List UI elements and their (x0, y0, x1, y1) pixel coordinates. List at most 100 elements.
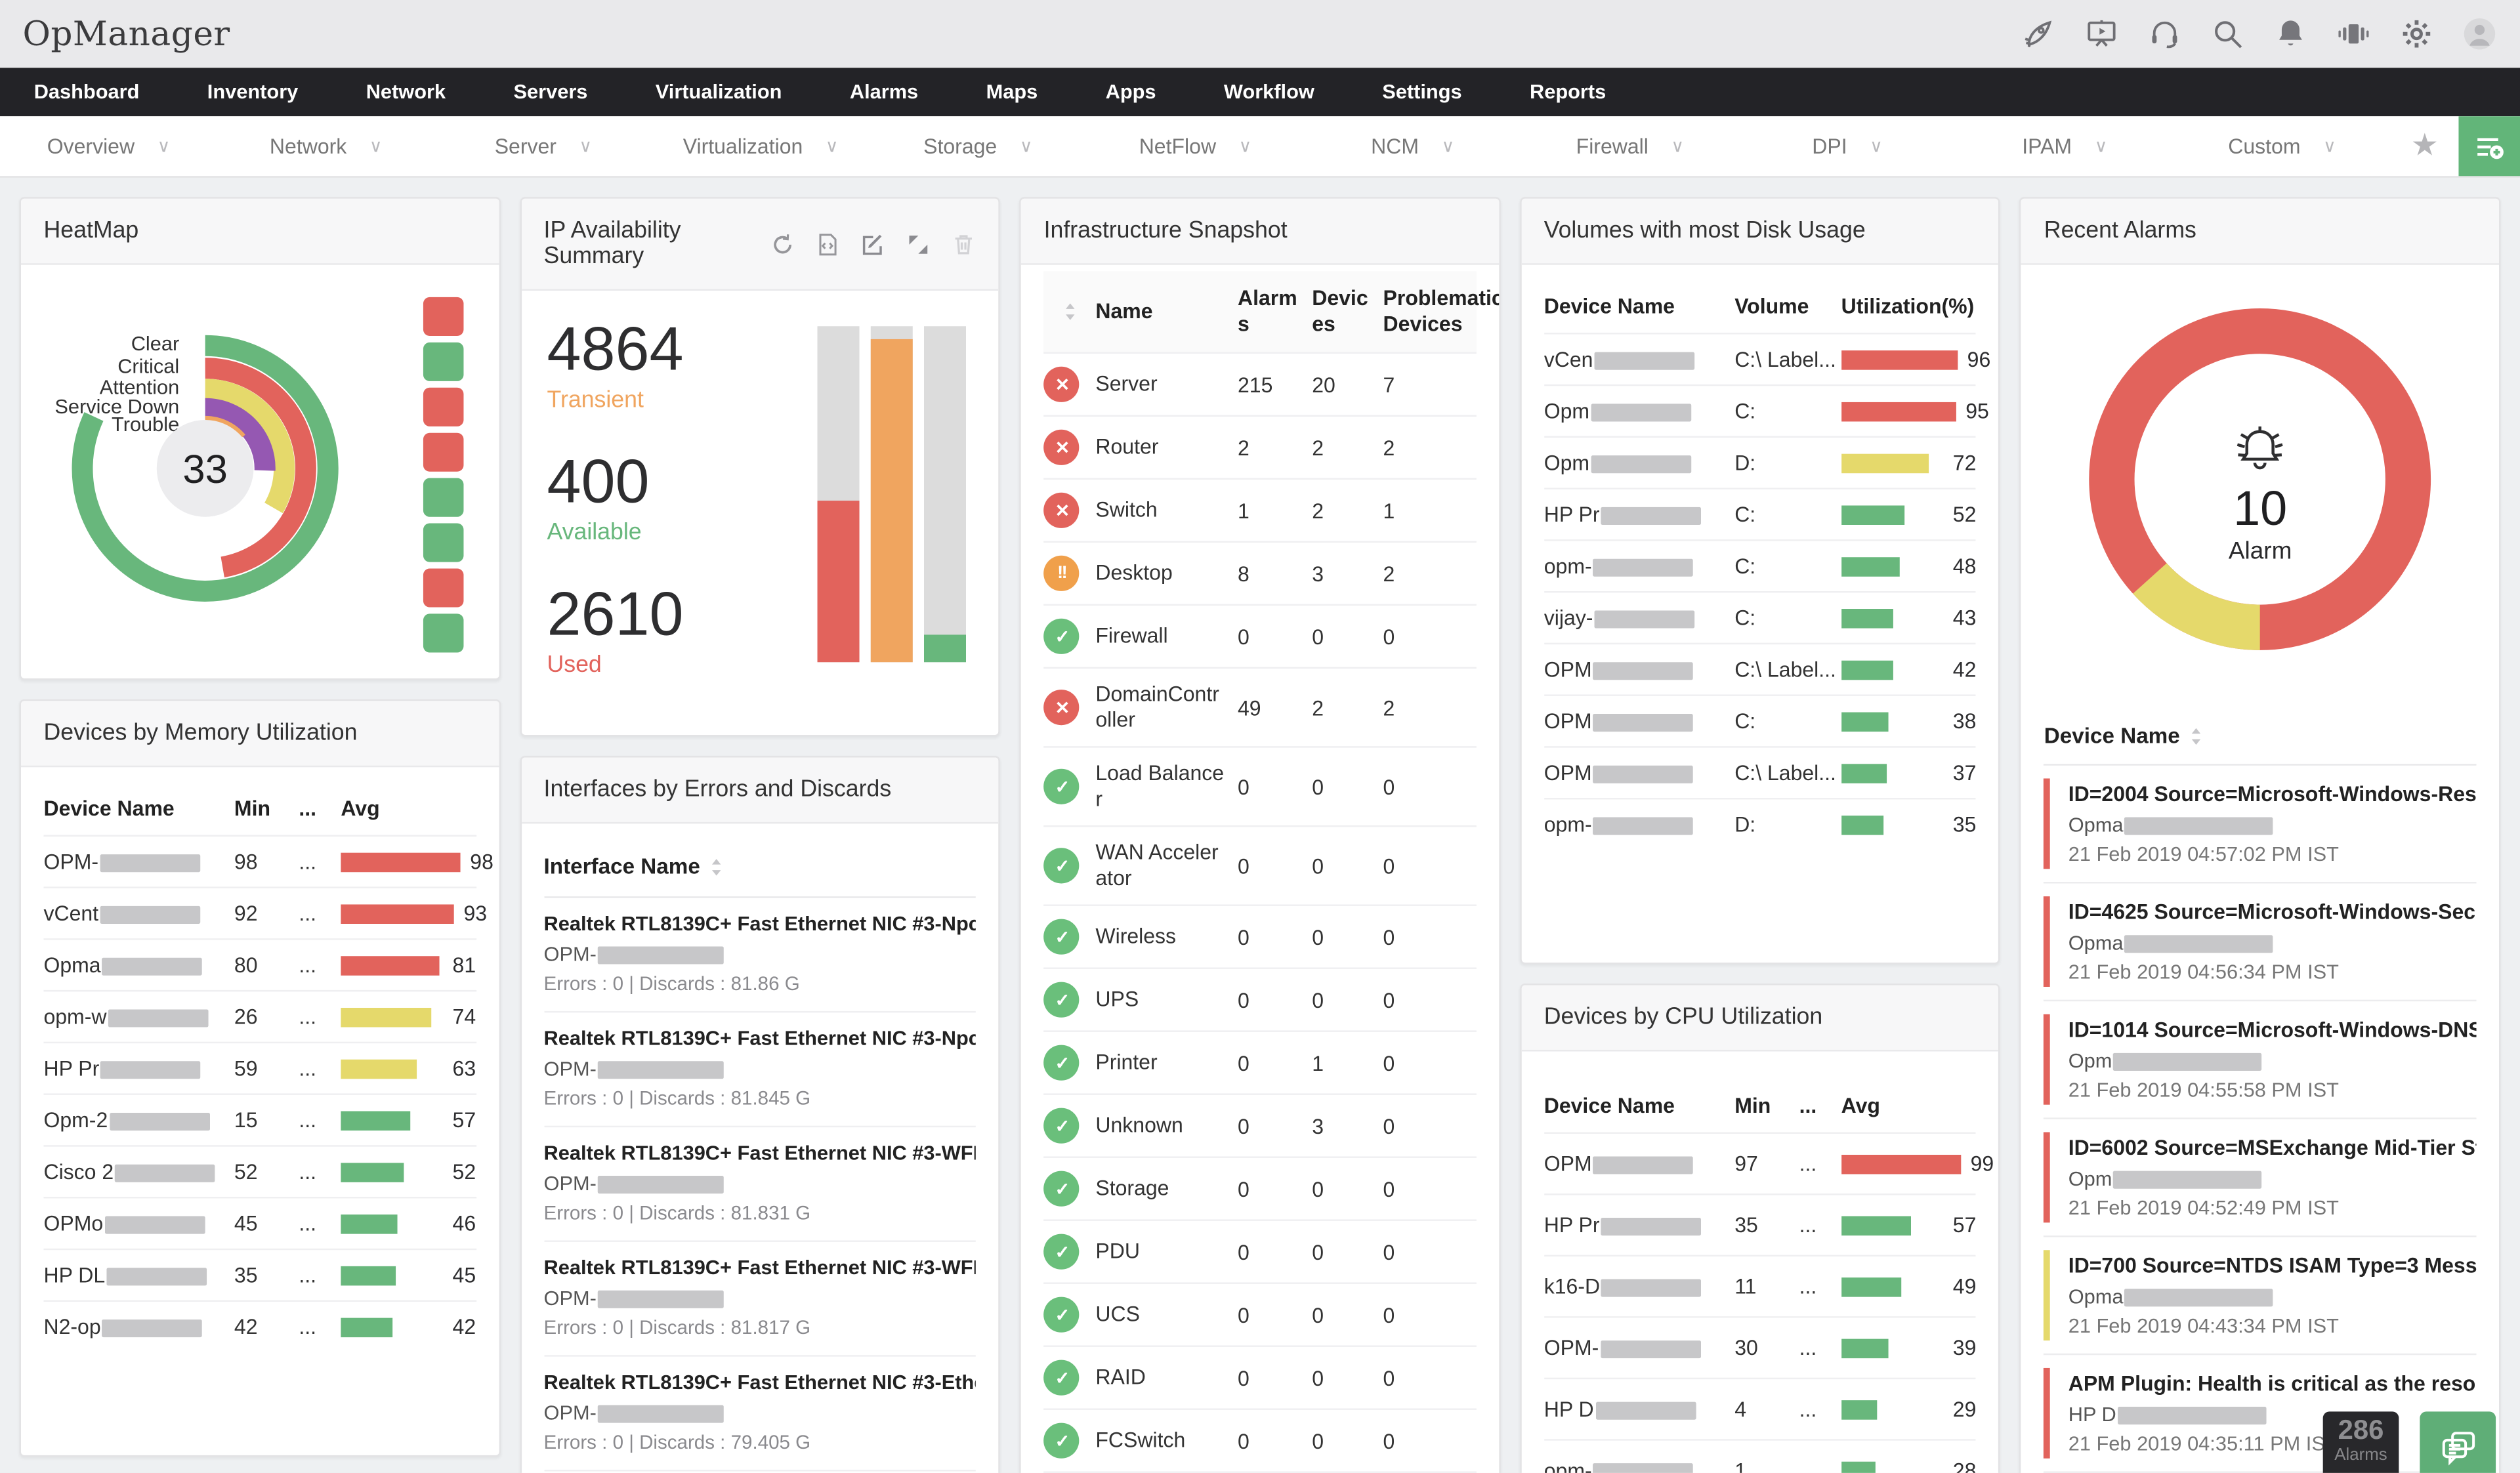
table-row[interactable]: ✓ Printer 0 1 0 (1043, 1030, 1477, 1093)
subnav-tab[interactable]: Custom ∨ (2174, 116, 2391, 176)
subnav-tab[interactable]: NetFlow ∨ (1087, 116, 1304, 176)
table-row[interactable]: ✓ FCSwitch 0 0 0 (1043, 1408, 1477, 1471)
table-row[interactable]: OPM C:\ Label... 37 (1544, 746, 1977, 798)
table-row[interactable]: k16-D 11 ... 49 (1544, 1255, 1977, 1317)
alarm-list-item[interactable]: ID=700 Source=NTDS ISAM Type=3 Message=N… (2044, 1237, 2477, 1356)
table-row[interactable]: OPM- 98 ... 98 (43, 835, 494, 887)
avatar[interactable] (2462, 16, 2497, 52)
table-row[interactable]: OPM C: 38 (1544, 694, 1977, 746)
subnav-tab[interactable]: Overview ∨ (0, 116, 217, 176)
alarm-list-item[interactable]: ID=6002 Source=MSExchange Mid-Tier Stora… (2044, 1119, 2477, 1237)
add-dashboard-button[interactable] (2458, 116, 2520, 176)
table-row[interactable]: OPM 97 ... 99 (1544, 1132, 1994, 1194)
table-row[interactable]: OPM- 30 ... 39 (1544, 1316, 1977, 1378)
table-row[interactable]: vCen C:\ Label... 96 (1544, 333, 1990, 384)
table-row[interactable]: OPM C:\ Label... 42 (1544, 642, 1977, 695)
nav-tab[interactable]: Dashboard (33, 81, 140, 104)
table-row[interactable]: opm-w 26 ... 74 (43, 989, 476, 1042)
subnav-tab[interactable]: Firewall ∨ (1521, 116, 1738, 176)
heatmap-cell[interactable] (422, 387, 463, 426)
heatmap-cell[interactable] (422, 297, 463, 336)
alarm-list-item[interactable]: ID=2004 Source=Microsoft-Windows-Resourc… (2044, 766, 2477, 884)
table-row[interactable]: ✓ WAN Accelerator 0 0 0 (1043, 825, 1477, 905)
heatmap-cell[interactable] (422, 478, 463, 517)
favorite-star-icon[interactable]: ★ (2410, 129, 2439, 163)
table-row[interactable]: ✓ Firewall 0 0 0 (1043, 604, 1477, 667)
interface-row[interactable]: Realtek RTL8139C+ Fast Ethernet NIC #3-W… (543, 1127, 976, 1242)
alarm-list-item[interactable]: APM Plugin: Health is critical as the re… (2044, 1355, 2477, 1473)
table-row[interactable]: ✓ UCS 0 0 0 (1043, 1282, 1477, 1345)
table-row[interactable]: ✓ Wireless 0 0 0 (1043, 904, 1477, 967)
heatmap-cell[interactable] (422, 568, 463, 608)
nav-tab[interactable]: Inventory (207, 81, 299, 104)
search-icon[interactable] (2210, 16, 2245, 52)
nav-tab[interactable]: Reports (1529, 81, 1606, 104)
carousel-icon[interactable] (2336, 16, 2371, 52)
table-row[interactable]: HP Pr 35 ... 57 (1544, 1193, 1977, 1255)
subnav-tab[interactable]: Storage ∨ (870, 116, 1087, 176)
table-row[interactable]: OPMo 45 ... 46 (43, 1196, 476, 1249)
interface-row[interactable]: Realtek RTL8139C+ Fast Ethernet NIC #3-N… (543, 898, 976, 1013)
bell-icon[interactable] (2273, 16, 2308, 52)
table-row[interactable]: Opm D: 72 (1544, 436, 1977, 488)
interface-row[interactable]: Realtek RTL8139C+ Fast Ethernet NIC #3-W… (543, 1242, 976, 1357)
table-row[interactable]: vCent 92 ... 93 (43, 886, 487, 938)
heatmap-cell[interactable] (422, 342, 463, 381)
nav-tab[interactable]: Apps (1105, 81, 1156, 104)
table-row[interactable]: ✓ Storage 0 0 0 (1043, 1156, 1477, 1219)
table-row[interactable]: HP D 4 ... 29 (1544, 1377, 1977, 1440)
nav-tab[interactable]: Network (366, 81, 446, 104)
heatmap-cell[interactable] (422, 523, 463, 562)
rocket-icon[interactable] (2021, 16, 2056, 52)
table-row[interactable]: N2-op 42 ... 42 (43, 1300, 476, 1352)
table-row[interactable]: HP Pr 59 ... 63 (43, 1041, 476, 1094)
table-row[interactable]: ✓ Unknown 0 3 0 (1043, 1093, 1477, 1156)
table-row[interactable]: ✕ Server 215 20 7 (1043, 352, 1477, 415)
nav-tab[interactable]: Maps (986, 81, 1038, 104)
presentation-icon[interactable] (2084, 16, 2119, 52)
subnav-tab[interactable]: Virtualization ∨ (652, 116, 870, 176)
table-row[interactable]: opm- 1 ... 28 (1544, 1439, 1977, 1473)
alarm-list-item[interactable]: ID=1014 Source=Microsoft-Windows-DNS-Cli… (2044, 1001, 2477, 1119)
table-row[interactable]: opm- C: 48 (1544, 539, 1977, 591)
subnav-tab[interactable]: DPI ∨ (1739, 116, 1956, 176)
gear-icon[interactable] (2399, 16, 2434, 52)
column-header-interface-name[interactable]: Interface Name (543, 837, 976, 898)
subnav-tab[interactable]: Network ∨ (217, 116, 434, 176)
table-row[interactable]: opm- D: 35 (1544, 797, 1977, 850)
nav-tab[interactable]: Alarms (849, 81, 919, 104)
table-row[interactable]: ✓ UPS 0 0 0 (1043, 967, 1477, 1030)
interface-row[interactable]: Realtek RTL8139C+ Fast Ethernet NIC #3-E… (543, 1357, 976, 1472)
collapse-icon[interactable] (906, 232, 931, 256)
chat-button[interactable] (2420, 1411, 2496, 1473)
table-row[interactable]: ✓ Load Balancer 0 0 0 (1043, 746, 1477, 825)
refresh-icon[interactable] (771, 232, 795, 256)
table-row[interactable]: !! Desktop 8 3 2 (1043, 541, 1477, 604)
table-row[interactable]: HP Pr C: 52 (1544, 488, 1977, 539)
heatmap-cell[interactable] (422, 432, 463, 472)
nav-tab[interactable]: Servers (513, 81, 588, 104)
sort-icon[interactable] (1062, 302, 1077, 322)
edit-icon[interactable] (861, 232, 885, 256)
nav-tab[interactable]: Virtualization (655, 81, 782, 104)
alarm-count-badge[interactable]: 286 Alarms (2322, 1411, 2399, 1473)
table-row[interactable]: ✕ Router 2 2 2 (1043, 415, 1477, 478)
headset-icon[interactable] (2147, 16, 2182, 52)
table-row[interactable]: ✕ DomainController 49 2 2 (1043, 667, 1477, 747)
table-row[interactable]: vijay- C: 43 (1544, 591, 1977, 643)
nav-tab[interactable]: Workflow (1223, 81, 1314, 104)
subnav-tab[interactable]: Server ∨ (434, 116, 652, 176)
table-row[interactable]: ✓ RAID 0 0 0 (1043, 1345, 1477, 1408)
trash-icon[interactable] (952, 232, 976, 256)
interface-row[interactable]: Realtek RTL8139C+ Fast Ethernet NIC #3-N… (543, 1012, 976, 1128)
table-row[interactable]: Opma 80 ... 81 (43, 938, 476, 990)
heatmap-cell[interactable] (422, 613, 463, 653)
table-row[interactable]: Opm C: 95 (1544, 384, 1989, 436)
nav-tab[interactable]: Settings (1382, 81, 1462, 104)
table-row[interactable]: HP DL 35 ... 45 (43, 1248, 476, 1300)
table-row[interactable]: Cisco 2 52 ... 52 (43, 1145, 476, 1197)
code-doc-icon[interactable] (816, 232, 841, 256)
column-header-device-name[interactable]: Device Name (2044, 707, 2477, 766)
table-row[interactable]: Opm-2 15 ... 57 (43, 1093, 476, 1145)
subnav-tab[interactable]: NCM ∨ (1304, 116, 1521, 176)
